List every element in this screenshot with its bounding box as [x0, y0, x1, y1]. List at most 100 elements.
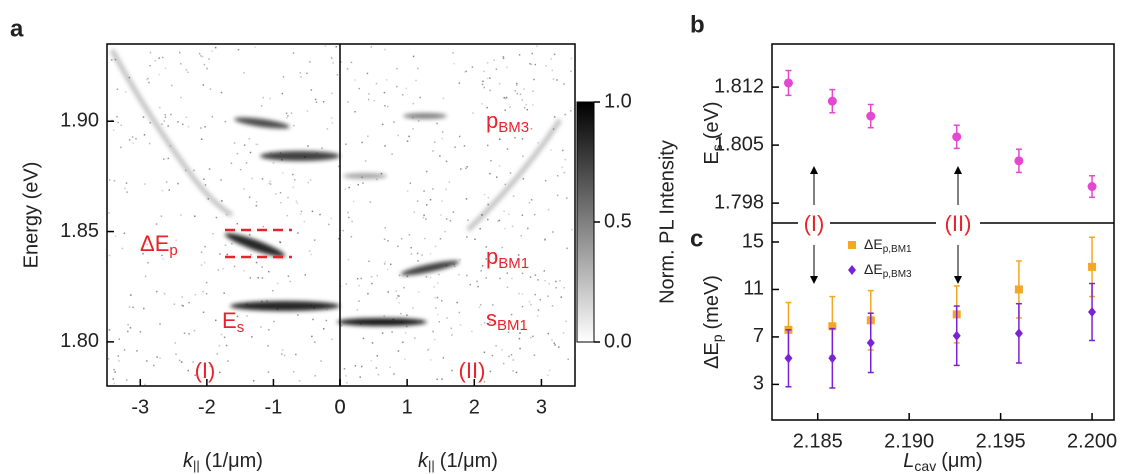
legend-swatch	[848, 241, 856, 249]
speckle-dot	[354, 79, 356, 81]
speckle-dot	[438, 273, 440, 276]
speckle-dot	[225, 213, 228, 216]
speckle-dot	[556, 194, 559, 197]
speckle-dot	[155, 223, 158, 225]
speckle-dot	[367, 98, 370, 101]
speckle-dot	[429, 359, 432, 361]
point	[952, 132, 962, 142]
speckle-dot	[358, 87, 361, 90]
speckle-dot	[220, 91, 223, 94]
speckle-dot	[326, 128, 329, 130]
speckle-dot	[211, 116, 214, 118]
speckle-dot	[356, 309, 359, 311]
speckle-dot	[521, 293, 524, 295]
speckle-dot	[158, 57, 160, 59]
point	[1014, 156, 1024, 166]
speckle-dot	[130, 294, 132, 296]
speckle-dot	[562, 332, 565, 334]
speckle-dot	[490, 159, 492, 162]
speckle-dot	[521, 214, 524, 216]
speckle-dot	[556, 79, 558, 81]
speckle-dot	[136, 350, 138, 352]
speckle-dot	[509, 260, 511, 263]
x-tick-label: 0	[334, 396, 345, 418]
speckle-dot	[420, 320, 422, 322]
speckle-dot	[458, 82, 461, 84]
speckle-dot	[432, 188, 434, 190]
speckle-dot	[515, 371, 518, 374]
speckle-dot	[489, 129, 491, 131]
speckle-dot	[508, 213, 510, 215]
speckle-dot	[366, 72, 369, 75]
speckle-dot	[123, 349, 126, 351]
speckle-dot	[383, 91, 386, 94]
heatmap-image	[109, 48, 563, 326]
point	[1014, 285, 1023, 294]
speckle-dot	[519, 347, 521, 350]
speckle-dot	[286, 214, 288, 217]
speckle-dot	[536, 45, 538, 47]
point	[866, 111, 876, 121]
speckle-dot	[433, 141, 436, 143]
speckle-dot	[180, 96, 182, 99]
speckle-dot	[466, 236, 468, 238]
speckle-dot	[161, 189, 164, 192]
speckle-dot	[539, 298, 541, 301]
speckle-dot	[406, 190, 409, 192]
delta-box	[225, 228, 292, 259]
speckle-dot	[117, 355, 120, 357]
point	[784, 353, 793, 364]
speckle-dot	[511, 225, 514, 228]
symbol: L	[903, 450, 914, 472]
speckle-dot	[177, 120, 179, 123]
speckle-dot	[570, 57, 573, 60]
speckle-dot	[307, 181, 310, 184]
speckle-dot	[502, 55, 505, 58]
speckle-dot	[489, 321, 491, 323]
speckle-dot	[282, 76, 285, 78]
speckle-dot	[357, 183, 359, 186]
text: s	[486, 306, 497, 331]
speckle-dot	[402, 94, 404, 96]
speckle-dot	[412, 55, 415, 58]
annotation: (I)	[804, 211, 825, 236]
speckle-dot	[453, 62, 456, 65]
y-tick-label: 11	[743, 278, 764, 300]
speckle-dot	[429, 253, 432, 255]
speckle-dot	[313, 306, 315, 309]
speckle-dot	[483, 193, 486, 196]
annotation: ΔEp	[140, 231, 178, 259]
speckle-dot	[376, 274, 378, 277]
speckle-dot	[504, 183, 507, 186]
speckle-dot	[204, 125, 206, 128]
speckle-dot	[491, 354, 494, 357]
speckle-dot	[567, 358, 569, 361]
speckle-dot	[502, 362, 505, 365]
annotation: (II)	[459, 358, 486, 383]
speckle-dot	[297, 232, 299, 234]
speckle-dot	[202, 84, 205, 86]
speckle-dot	[398, 301, 400, 304]
speckle-dot	[454, 265, 456, 268]
speckle-dot	[330, 217, 333, 220]
speckle-dot	[231, 243, 233, 245]
speckle-dot	[128, 306, 131, 308]
speckle-dot	[438, 320, 441, 323]
speckle-dot	[113, 382, 115, 385]
y-tick-label: 1.85	[60, 220, 99, 242]
speckle-dot	[128, 76, 131, 79]
x-tick-label: 2.195	[976, 430, 1026, 452]
speckle-dot	[480, 270, 482, 272]
speckle-dot	[112, 378, 114, 380]
speckle-dot	[251, 336, 253, 338]
colorbar-tick-label: 1.0	[604, 90, 632, 112]
speckle-dot	[276, 308, 279, 310]
speckle-dot	[519, 93, 522, 96]
speckle-dot	[260, 105, 263, 107]
speckle-dot	[170, 113, 172, 116]
speckle-dot	[144, 275, 147, 278]
legend-entry: ΔEp,BM3	[864, 261, 912, 280]
speckle-dot	[454, 146, 456, 148]
speckle-dot	[404, 332, 407, 334]
speckle-dot	[545, 65, 547, 67]
